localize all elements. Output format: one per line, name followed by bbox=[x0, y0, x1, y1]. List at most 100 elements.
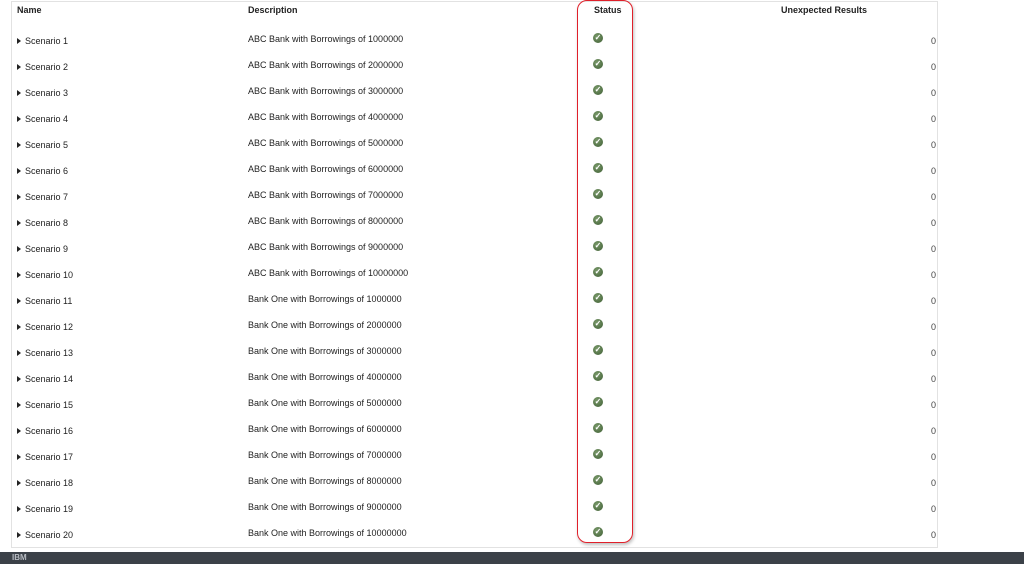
scenario-name-text: Scenario 4 bbox=[25, 114, 69, 124]
table-row: Scenario 19 Bank One with Borrowings of … bbox=[0, 499, 1024, 525]
expand-triangle-icon[interactable] bbox=[17, 350, 21, 356]
table-row: Scenario 15 Bank One with Borrowings of … bbox=[0, 395, 1024, 421]
unexpected-results-count: 0 bbox=[930, 400, 936, 410]
check-circle-icon: ✓ bbox=[593, 449, 603, 459]
expand-triangle-icon[interactable] bbox=[17, 298, 21, 304]
scenario-name-text: Scenario 20 bbox=[25, 530, 74, 540]
scenario-name[interactable]: Scenario 8 bbox=[17, 218, 68, 228]
scenario-name[interactable]: Scenario 9 bbox=[17, 244, 68, 254]
scenario-description: Bank One with Borrowings of 2000000 bbox=[248, 320, 402, 330]
expand-triangle-icon[interactable] bbox=[17, 64, 21, 70]
expand-triangle-icon[interactable] bbox=[17, 168, 21, 174]
scenario-name-text: Scenario 19 bbox=[25, 504, 74, 514]
expand-triangle-icon[interactable] bbox=[17, 428, 21, 434]
check-circle-icon: ✓ bbox=[593, 241, 603, 251]
table-row: Scenario 16 Bank One with Borrowings of … bbox=[0, 421, 1024, 447]
check-circle-icon: ✓ bbox=[593, 501, 603, 511]
scenario-description: ABC Bank with Borrowings of 2000000 bbox=[248, 60, 404, 70]
unexpected-results-count: 0 bbox=[930, 374, 936, 384]
expand-triangle-icon[interactable] bbox=[17, 220, 21, 226]
expand-triangle-icon[interactable] bbox=[17, 90, 21, 96]
footer-bar: IBM bbox=[0, 552, 1024, 564]
scenario-name-text: Scenario 2 bbox=[25, 62, 69, 72]
results-table bbox=[11, 1, 938, 548]
scenario-name[interactable]: Scenario 13 bbox=[17, 348, 73, 358]
scenario-name[interactable]: Scenario 20 bbox=[17, 530, 73, 540]
header-description: Description bbox=[248, 5, 298, 15]
check-circle-icon: ✓ bbox=[593, 33, 603, 43]
table-row: Scenario 9 ABC Bank with Borrowings of 9… bbox=[0, 239, 1024, 265]
scenario-description: ABC Bank with Borrowings of 7000000 bbox=[248, 190, 404, 200]
scenario-description: ABC Bank with Borrowings of 9000000 bbox=[248, 242, 404, 252]
scenario-description: Bank One with Borrowings of 6000000 bbox=[248, 424, 402, 434]
table-row: Scenario 4 ABC Bank with Borrowings of 4… bbox=[0, 109, 1024, 135]
unexpected-results-count: 0 bbox=[930, 36, 936, 46]
table-row: Scenario 17 Bank One with Borrowings of … bbox=[0, 447, 1024, 473]
scenario-name[interactable]: Scenario 15 bbox=[17, 400, 73, 410]
table-row: Scenario 10 ABC Bank with Borrowings of … bbox=[0, 265, 1024, 291]
scenario-name-text: Scenario 17 bbox=[25, 452, 74, 462]
unexpected-results-count: 0 bbox=[930, 504, 936, 514]
scenario-name[interactable]: Scenario 17 bbox=[17, 452, 73, 462]
scenario-description: ABC Bank with Borrowings of 1000000 bbox=[248, 34, 404, 44]
unexpected-results-count: 0 bbox=[930, 140, 936, 150]
scenario-description: ABC Bank with Borrowings of 8000000 bbox=[248, 216, 404, 226]
scenario-description: Bank One with Borrowings of 7000000 bbox=[248, 450, 402, 460]
scenario-name[interactable]: Scenario 19 bbox=[17, 504, 73, 514]
scenario-name[interactable]: Scenario 5 bbox=[17, 140, 68, 150]
unexpected-results-count: 0 bbox=[930, 88, 936, 98]
unexpected-results-count: 0 bbox=[930, 270, 936, 280]
unexpected-results-count: 0 bbox=[930, 166, 936, 176]
check-circle-icon: ✓ bbox=[593, 397, 603, 407]
expand-triangle-icon[interactable] bbox=[17, 376, 21, 382]
header-name: Name bbox=[17, 5, 42, 15]
scenario-name[interactable]: Scenario 3 bbox=[17, 88, 68, 98]
scenario-name[interactable]: Scenario 11 bbox=[17, 296, 72, 306]
scenario-name[interactable]: Scenario 14 bbox=[17, 374, 73, 384]
unexpected-results-count: 0 bbox=[930, 192, 936, 202]
check-circle-icon: ✓ bbox=[593, 189, 603, 199]
ibm-logo: IBM bbox=[12, 553, 27, 562]
scenario-name[interactable]: Scenario 7 bbox=[17, 192, 68, 202]
expand-triangle-icon[interactable] bbox=[17, 324, 21, 330]
expand-triangle-icon[interactable] bbox=[17, 402, 21, 408]
expand-triangle-icon[interactable] bbox=[17, 142, 21, 148]
check-circle-icon: ✓ bbox=[593, 111, 603, 121]
expand-triangle-icon[interactable] bbox=[17, 194, 21, 200]
check-circle-icon: ✓ bbox=[593, 423, 603, 433]
unexpected-results-count: 0 bbox=[930, 348, 936, 358]
table-row: Scenario 12 Bank One with Borrowings of … bbox=[0, 317, 1024, 343]
expand-triangle-icon[interactable] bbox=[17, 38, 21, 44]
expand-triangle-icon[interactable] bbox=[17, 272, 21, 278]
expand-triangle-icon[interactable] bbox=[17, 116, 21, 122]
scenario-name-text: Scenario 3 bbox=[25, 88, 69, 98]
table-row: Scenario 13 Bank One with Borrowings of … bbox=[0, 343, 1024, 369]
scenario-name-text: Scenario 13 bbox=[25, 348, 74, 358]
scenario-description: ABC Bank with Borrowings of 5000000 bbox=[248, 138, 404, 148]
scenario-name[interactable]: Scenario 4 bbox=[17, 114, 68, 124]
unexpected-results-count: 0 bbox=[930, 296, 936, 306]
scenario-name[interactable]: Scenario 1 bbox=[17, 36, 68, 46]
scenario-description: ABC Bank with Borrowings of 4000000 bbox=[248, 112, 404, 122]
scenario-name[interactable]: Scenario 16 bbox=[17, 426, 73, 436]
scenario-name[interactable]: Scenario 12 bbox=[17, 322, 73, 332]
scenario-name[interactable]: Scenario 10 bbox=[17, 270, 73, 280]
expand-triangle-icon[interactable] bbox=[17, 532, 21, 538]
expand-triangle-icon[interactable] bbox=[17, 506, 21, 512]
scenario-name-text: Scenario 12 bbox=[25, 322, 74, 332]
expand-triangle-icon[interactable] bbox=[17, 246, 21, 252]
unexpected-results-count: 0 bbox=[930, 114, 936, 124]
scenario-description: ABC Bank with Borrowings of 10000000 bbox=[248, 268, 409, 278]
scenario-description: Bank One with Borrowings of 8000000 bbox=[248, 476, 402, 486]
expand-triangle-icon[interactable] bbox=[17, 480, 21, 486]
scenario-name[interactable]: Scenario 2 bbox=[17, 62, 68, 72]
check-circle-icon: ✓ bbox=[593, 85, 603, 95]
scenario-name-text: Scenario 16 bbox=[25, 426, 74, 436]
scenario-name[interactable]: Scenario 18 bbox=[17, 478, 73, 488]
table-row: Scenario 18 Bank One with Borrowings of … bbox=[0, 473, 1024, 499]
scenario-description: Bank One with Borrowings of 9000000 bbox=[248, 502, 402, 512]
scenario-name[interactable]: Scenario 6 bbox=[17, 166, 68, 176]
table-row: Scenario 11 Bank One with Borrowings of … bbox=[0, 291, 1024, 317]
expand-triangle-icon[interactable] bbox=[17, 454, 21, 460]
scenario-name-text: Scenario 7 bbox=[25, 192, 69, 202]
